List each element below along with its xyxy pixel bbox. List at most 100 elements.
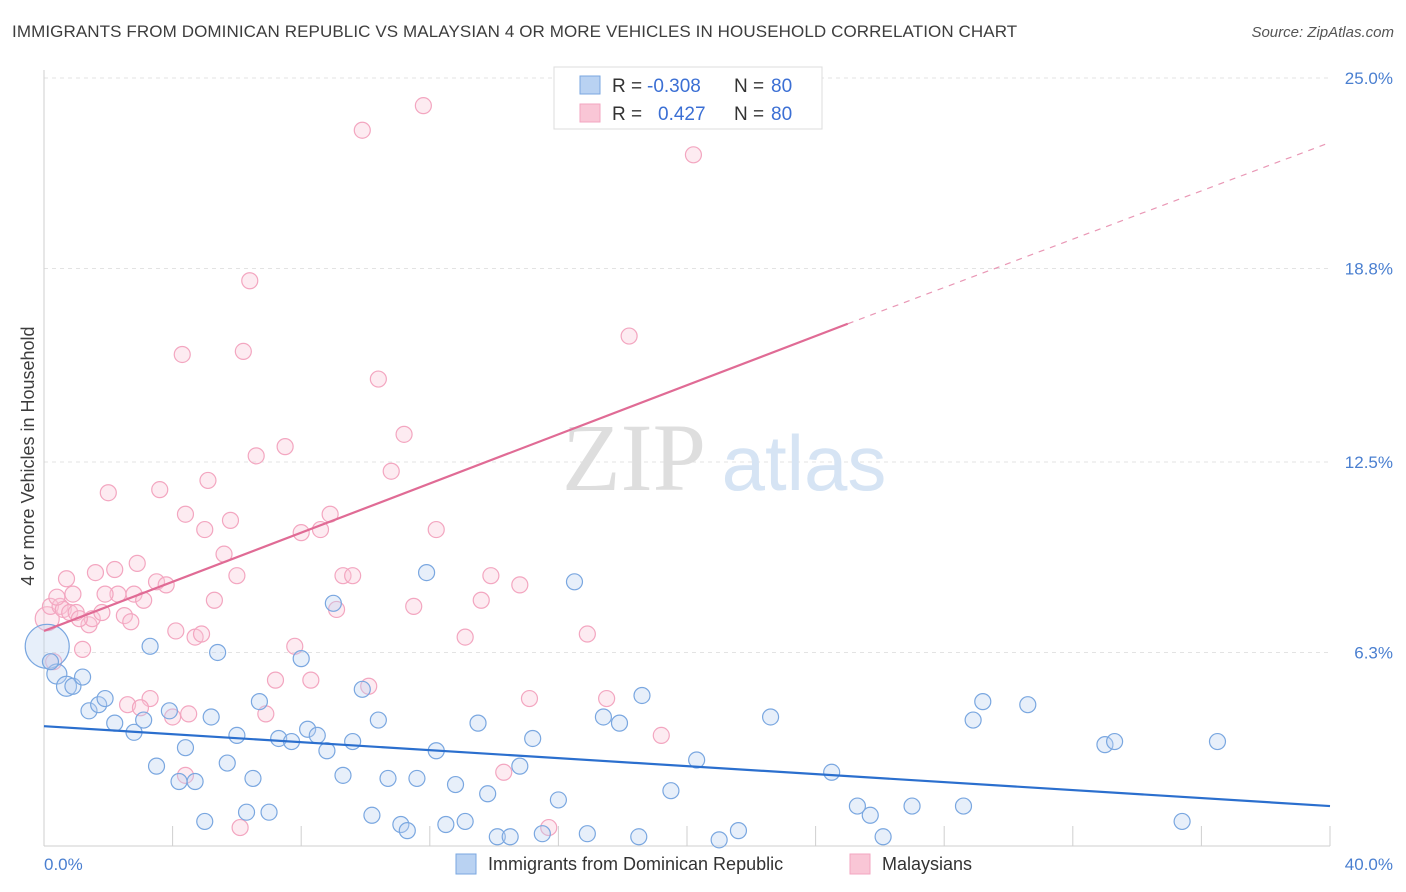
dominican-point-56 xyxy=(578,825,596,843)
trend-line-malaysians-extension xyxy=(847,141,1331,325)
dominican-point-46 xyxy=(456,812,474,831)
dominican-point-2 xyxy=(55,675,78,697)
legend-n-label-malaysians: N = xyxy=(734,104,764,125)
dominican-point-77 xyxy=(1173,812,1191,831)
dominican-point-15 xyxy=(176,739,195,757)
malaysians-point-9 xyxy=(73,640,92,658)
malaysians-point-17 xyxy=(115,606,133,625)
watermark-zip: ZIP xyxy=(562,404,706,511)
dominican-point-10 xyxy=(135,711,153,729)
legend-n-value-malaysians: 80 xyxy=(771,104,792,125)
dominican-point-67 xyxy=(848,797,866,815)
dominican-point-32 xyxy=(324,594,342,612)
dominican-point-25 xyxy=(260,803,278,821)
dominican-point-20 xyxy=(218,754,236,772)
correlation-legend: R = -0.308 N = 80 R = 0.427 N = 80 xyxy=(553,66,823,130)
legend-r-value-dominican: -0.308 xyxy=(647,76,701,97)
dominican-point-14 xyxy=(170,772,188,791)
dominican-point-54 xyxy=(549,791,568,809)
dominican-point-40 xyxy=(398,822,416,840)
legend-n-label-dominican: N = xyxy=(734,76,764,97)
dominican-point-7 xyxy=(96,689,114,708)
y-tick-labels: 6.3% 12.5% 18.8% 25.0% xyxy=(1345,69,1393,662)
dominican-point-71 xyxy=(954,797,973,815)
malaysians-point-51 xyxy=(334,567,352,585)
y-tick-label-1: 12.5% xyxy=(1345,453,1393,472)
malaysians-point-3 xyxy=(51,597,69,615)
grid-lines xyxy=(44,77,1330,653)
dominican-point-65 xyxy=(761,708,780,726)
dominican-point-53 xyxy=(533,825,551,843)
malaysians-point-27 xyxy=(167,622,185,640)
dominican-point-19 xyxy=(209,643,227,662)
dominican-point-57 xyxy=(594,708,613,726)
dominican-point-63 xyxy=(710,831,728,849)
dominican-point-49 xyxy=(488,828,506,846)
dominican-point-50 xyxy=(501,828,519,846)
dominican-point-70 xyxy=(903,797,921,815)
malaysians-point-18 xyxy=(118,696,137,714)
malaysians-point-5 xyxy=(57,570,76,588)
malaysians-point-47 xyxy=(302,671,320,689)
y-axis-label: 4 or more Vehicles in Household xyxy=(18,326,38,585)
dominican-point-8 xyxy=(106,714,124,732)
dominican-point-17 xyxy=(196,812,214,831)
dominican-point-64 xyxy=(729,822,748,840)
trend-line-dominican xyxy=(43,725,1331,808)
dominican-point-37 xyxy=(369,711,387,729)
watermark-atlas: atlas xyxy=(722,419,887,507)
x-tick-label-min: 0.0% xyxy=(44,855,83,874)
malaysians-point-1 xyxy=(41,597,60,615)
malaysians-point-53 xyxy=(353,121,371,139)
malaysians-point-44 xyxy=(276,438,294,456)
dominican-point-13 xyxy=(160,702,178,720)
malaysians-point-34 xyxy=(199,471,217,490)
dominican-point-66 xyxy=(823,763,841,781)
dominican-point-59 xyxy=(630,828,648,846)
malaysians-point-29 xyxy=(176,505,195,523)
malaysians-point-40 xyxy=(241,272,259,290)
dominican-point-38 xyxy=(379,769,397,788)
dominican-point-11 xyxy=(141,637,159,655)
dominican-point-55 xyxy=(565,573,584,591)
dominican-point-35 xyxy=(353,680,371,698)
dominican-point-22 xyxy=(237,803,256,821)
dominican-point-30 xyxy=(308,726,326,745)
dominican-point-51 xyxy=(511,757,529,775)
malaysians-point-71 xyxy=(652,726,670,745)
malaysians-point-56 xyxy=(382,462,400,480)
malaysians-point-28 xyxy=(173,345,191,364)
dominican-point-69 xyxy=(874,828,892,846)
dominican-point-41 xyxy=(408,769,426,788)
dominican-point-4 xyxy=(73,668,92,686)
dominican-point-52 xyxy=(524,729,542,748)
malaysians-point-33 xyxy=(196,520,214,539)
dominican-point-44 xyxy=(437,815,455,834)
malaysians-point-32 xyxy=(192,625,211,643)
dominican-point-29 xyxy=(299,720,317,738)
bottom-legend-label-malaysians: Malaysians xyxy=(882,854,972,874)
dominican-point-79 xyxy=(41,653,60,671)
malaysians-point-68 xyxy=(578,625,596,643)
source-credit: Source: ZipAtlas.com xyxy=(1251,24,1394,41)
dominican-point-78 xyxy=(1208,732,1227,751)
dominican-point-24 xyxy=(250,693,269,711)
malaysians-point-55 xyxy=(369,370,387,388)
x-tick-label-max: 40.0% xyxy=(1345,855,1393,874)
dominican-point-18 xyxy=(202,708,220,726)
dominican-point-16 xyxy=(186,772,204,791)
dominican-point-73 xyxy=(974,693,992,711)
malaysians-point-63 xyxy=(482,567,500,585)
malaysians-point-62 xyxy=(472,591,490,609)
series-legend: Immigrants from Dominican Republic Malay… xyxy=(455,853,972,875)
legend-n-value-dominican: 80 xyxy=(771,76,792,97)
malaysians-point-74 xyxy=(176,766,195,784)
dominican-point-5 xyxy=(80,702,98,720)
dominican-point-21 xyxy=(228,726,246,745)
malaysians-point-12 xyxy=(86,563,105,582)
malaysians-point-60 xyxy=(427,520,445,539)
malaysians-point-58 xyxy=(405,597,423,615)
malaysians-point-14 xyxy=(99,484,117,502)
malaysians-point-70 xyxy=(620,327,638,345)
